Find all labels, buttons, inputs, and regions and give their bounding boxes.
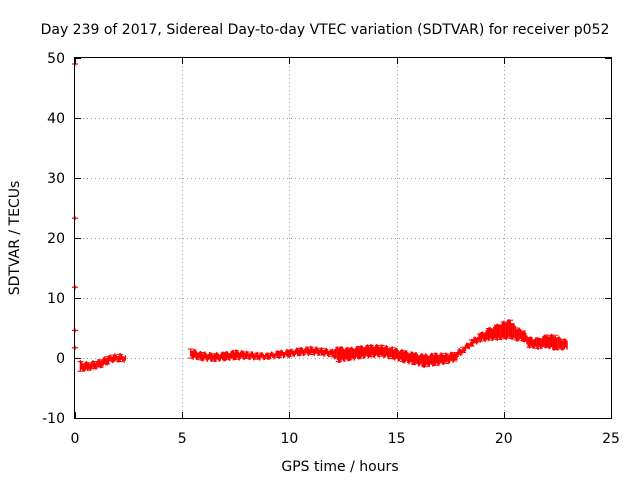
y-tick-label: 0 [56, 351, 65, 367]
tick-labels: 0 5 10 15 20 25 -10 0 10 20 30 40 50 [42, 51, 620, 447]
y-tick-label: -10 [42, 411, 65, 427]
x-tick-label: 0 [71, 431, 80, 447]
x-tick-label: 20 [495, 431, 513, 447]
x-tick-label: 10 [280, 431, 298, 447]
data-series-sdtvar [72, 62, 568, 372]
y-tick-label: 40 [47, 111, 65, 127]
y-tick-label: 30 [47, 171, 65, 187]
y-tick-label: 20 [47, 231, 65, 247]
axis-ticks [75, 58, 612, 419]
y-tick-label: 10 [47, 291, 65, 307]
x-tick-label: 5 [178, 431, 187, 447]
plot-frame [74, 57, 612, 419]
x-tick-label: 25 [602, 431, 620, 447]
chart-title: Day 239 of 2017, Sidereal Day-to-day VTE… [41, 22, 610, 38]
y-axis-label: SDTVAR / TECUs [7, 181, 23, 296]
x-axis-label: GPS time / hours [281, 459, 398, 475]
y-tick-label: 50 [47, 51, 65, 67]
x-tick-label: 15 [388, 431, 406, 447]
